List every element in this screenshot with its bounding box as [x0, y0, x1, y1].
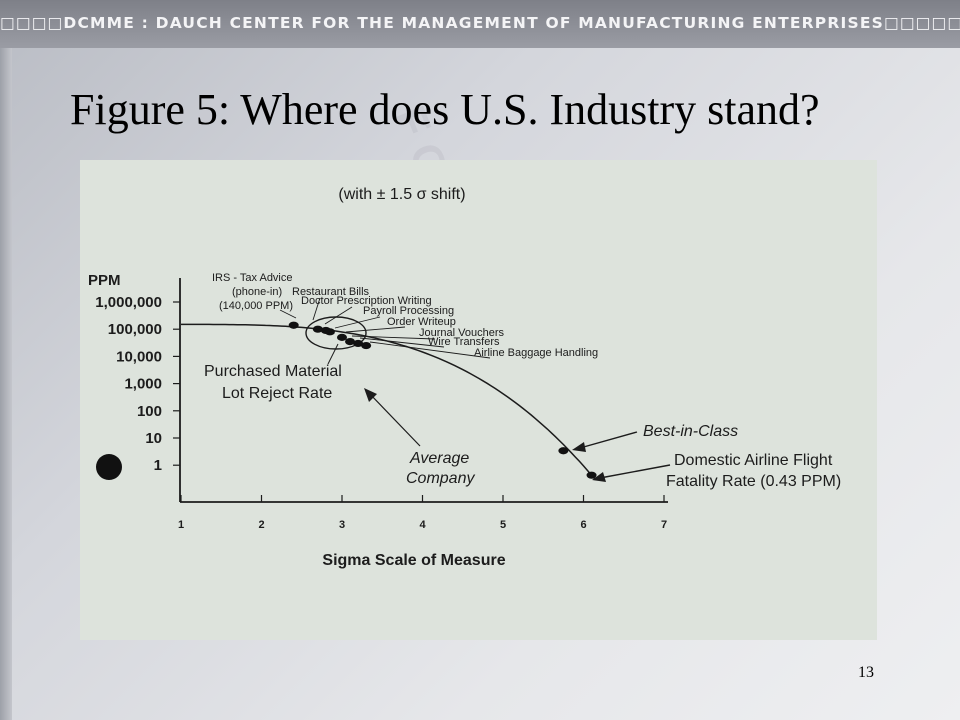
leader-line	[312, 297, 321, 321]
label-average-line1: Average	[409, 450, 469, 467]
left-rail	[0, 48, 12, 720]
data-point	[586, 471, 597, 479]
header-bar	[0, 0, 960, 48]
leader-line	[369, 341, 491, 359]
x-tick-label: 3	[339, 519, 345, 531]
sigma-chart: (with ± 1.5 σ shift) PPM 1,000,000 100,000 1…	[88, 186, 841, 569]
label-irs-line3: (140,000 PPM)	[219, 300, 293, 312]
data-point	[312, 325, 323, 333]
label-average-line2: Company	[406, 470, 475, 487]
label-fatality-line1: Domestic Airline Flight	[674, 452, 833, 469]
label-payroll: Payroll Processing	[363, 305, 454, 317]
header-banner: □□□□DCMME : DAUCH CENTER FOR THE MANAGEM…	[0, 14, 960, 32]
x-tick-label: 1	[178, 519, 184, 531]
leader-line	[359, 337, 445, 348]
leader-line	[279, 309, 297, 319]
chart-title: (with ± 1.5 σ shift)	[338, 186, 465, 203]
x-axis-label: Sigma Scale of Measure	[322, 552, 505, 569]
leader-purchased	[327, 343, 339, 365]
arrow-best	[579, 431, 638, 449]
bullet-dot	[96, 454, 122, 480]
label-restaurant: Restaurant Bills	[292, 286, 370, 298]
figure-panel: (with ± 1.5 σ shift) PPM 1,000,000 100,000 1…	[80, 160, 877, 640]
slide-title: Figure 5: Where does U.S. Industry stand…	[70, 85, 820, 134]
y-tick-label: 1,000	[124, 376, 162, 393]
x-tick-label: 5	[500, 519, 506, 531]
data-point	[324, 328, 335, 336]
x-tick-label: 4	[419, 519, 426, 531]
label-order: Order Writeup	[387, 316, 456, 328]
data-point	[337, 333, 347, 341]
y-tick-label: 10,000	[116, 348, 162, 365]
data-point	[558, 447, 569, 455]
y-tick-label: 10	[145, 430, 162, 447]
data-point	[288, 321, 299, 329]
arrowhead-fatality	[592, 472, 606, 482]
y-tick-label: 100,000	[108, 321, 162, 338]
x-tick-label: 2	[258, 519, 264, 531]
y-tick-label: 1,000,000	[95, 294, 162, 311]
label-baggage: Airline Baggage Handling	[474, 347, 598, 359]
label-irs-line1: IRS - Tax Advice	[212, 272, 293, 284]
label-purchased-line2: Lot Reject Rate	[222, 385, 332, 402]
label-journal: Journal Vouchers	[419, 327, 504, 339]
y-tick-label: 1	[154, 457, 162, 474]
arrowhead-average	[364, 388, 377, 402]
leader-line	[334, 316, 381, 329]
data-point	[345, 338, 356, 346]
label-best: Best-in-Class	[643, 423, 738, 440]
data-point	[361, 341, 372, 350]
data-point	[353, 339, 364, 348]
page-number: 13	[858, 664, 874, 681]
y-tick-label: 100	[137, 403, 162, 420]
label-fatality-line2: Fatality Rate (0.43 PPM)	[666, 473, 841, 490]
arrowhead-best	[572, 442, 586, 452]
y-axis-label: PPM	[88, 272, 121, 289]
x-tick-label: 7	[661, 519, 667, 531]
arrow-average	[367, 391, 421, 447]
arrow-fatality	[599, 464, 671, 479]
leader-line	[351, 335, 436, 340]
leader-line	[324, 306, 353, 325]
x-tick-label: 6	[580, 519, 586, 531]
label-irs-line2: (phone-in)	[232, 286, 282, 298]
label-doctor: Doctor Prescription Writing	[301, 295, 432, 307]
label-wire: Wire Transfers	[428, 336, 500, 348]
leader-line	[345, 326, 406, 333]
label-purchased-line1: Purchased Material	[204, 363, 342, 380]
